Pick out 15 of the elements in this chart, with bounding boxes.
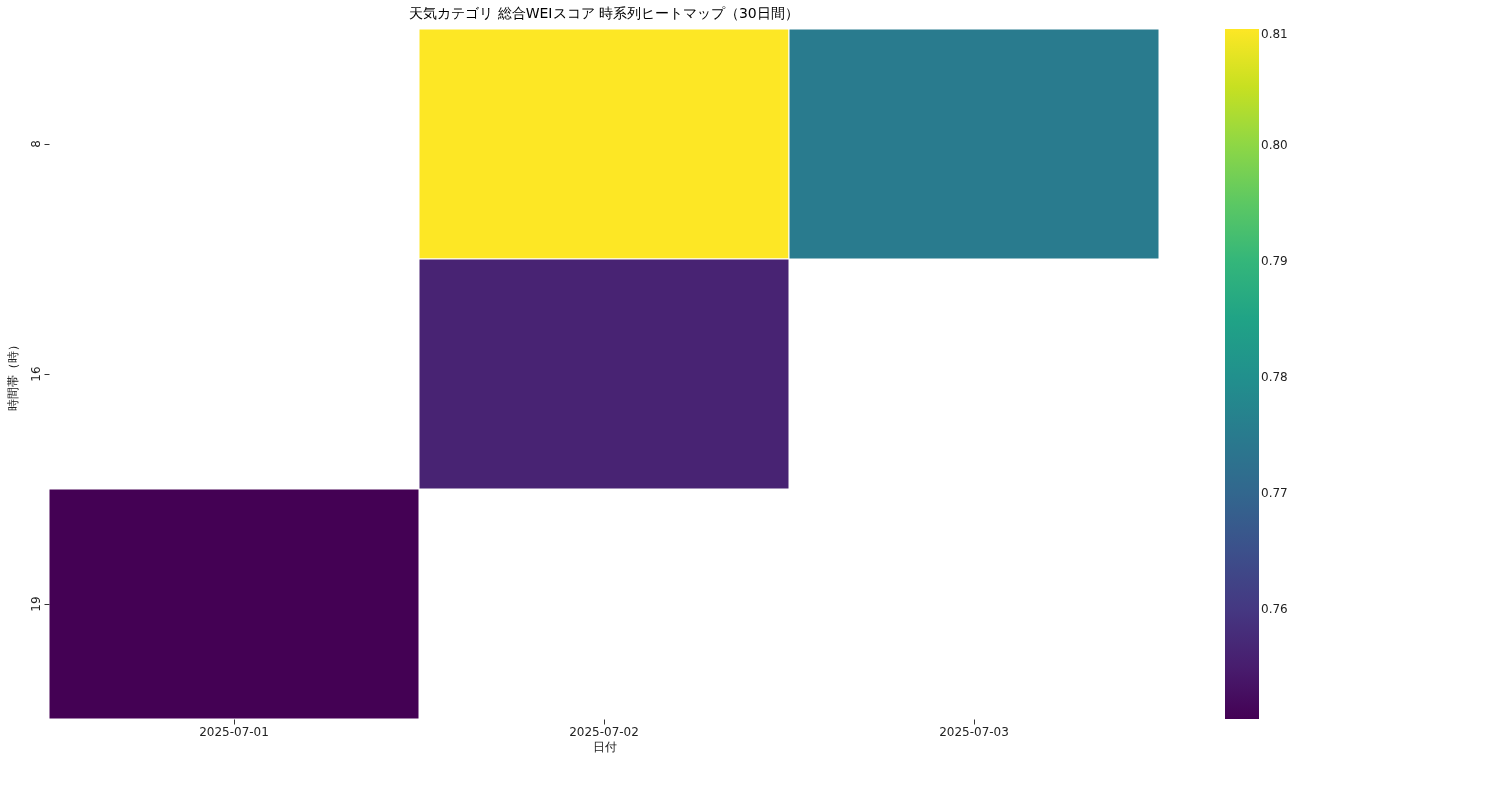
color-bar-label: 0.76 bbox=[1261, 601, 1288, 616]
color-bar-label: 0.78 bbox=[1261, 369, 1288, 384]
chart-title: 天気カテゴリ 総合WEIスコア 時系列ヒートマップ（30日間） bbox=[409, 4, 799, 21]
color-bar-label: 0.80 bbox=[1261, 137, 1288, 152]
y-tick-label: 19 bbox=[28, 596, 43, 612]
color-bar-label: 0.81 bbox=[1261, 27, 1288, 41]
y-tick-label: 16 bbox=[28, 366, 43, 382]
x-axis-title: 日付 bbox=[592, 739, 617, 754]
x-tick-label: 2025-07-03 bbox=[939, 724, 1009, 739]
color-bar-label: 0.79 bbox=[1261, 253, 1288, 268]
x-tick-label: 2025-07-02 bbox=[569, 724, 639, 739]
y-axis-title: 時間帯（時） bbox=[5, 338, 20, 411]
y-tick-label: 8 bbox=[28, 140, 43, 148]
color-bar-label: 0.77 bbox=[1261, 485, 1288, 500]
x-tick-label: 2025-07-01 bbox=[199, 724, 269, 739]
